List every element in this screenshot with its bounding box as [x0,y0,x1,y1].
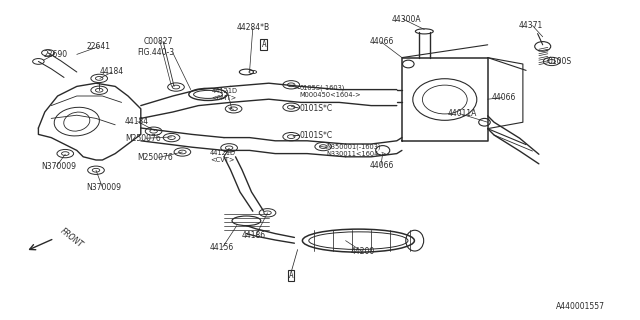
Text: N350001(-1603)
N330011<1604->: N350001(-1603) N330011<1604-> [326,143,387,156]
Text: FIG.440-3: FIG.440-3 [138,48,175,57]
Text: A440001557: A440001557 [556,302,605,311]
Text: 44186: 44186 [242,231,266,240]
Text: 0101S*C: 0101S*C [300,104,333,113]
Text: 44121D
<6MT>: 44121D <6MT> [211,88,237,101]
Text: 44121D
<CVT>: 44121D <CVT> [210,150,236,163]
Text: M250076: M250076 [138,153,173,162]
Text: N370009: N370009 [42,162,77,171]
Text: C00827: C00827 [144,37,173,46]
Text: 0101S*C: 0101S*C [300,132,333,140]
Text: 44371: 44371 [518,21,543,30]
Text: 44184: 44184 [125,117,149,126]
Text: 44200: 44200 [351,247,375,256]
Text: 0100S: 0100S [547,57,572,66]
Text: 44066: 44066 [492,93,516,102]
Text: 22690: 22690 [44,50,68,59]
Text: 22641: 22641 [86,42,111,51]
Text: A: A [289,271,294,280]
Text: 44284*B: 44284*B [236,23,269,32]
Text: 44066: 44066 [370,37,394,46]
Text: 44184: 44184 [99,68,124,76]
Text: FRONT: FRONT [59,227,85,250]
Text: 44156: 44156 [210,243,234,252]
Text: N370009: N370009 [86,183,122,192]
Text: A: A [261,40,266,49]
Text: 0105S(-1603)
M000450<1604->: 0105S(-1603) M000450<1604-> [300,84,361,98]
Text: M250076: M250076 [125,134,161,143]
Text: 44066: 44066 [370,161,394,170]
Text: 44011A: 44011A [448,109,477,118]
Text: 44300A: 44300A [392,15,421,24]
